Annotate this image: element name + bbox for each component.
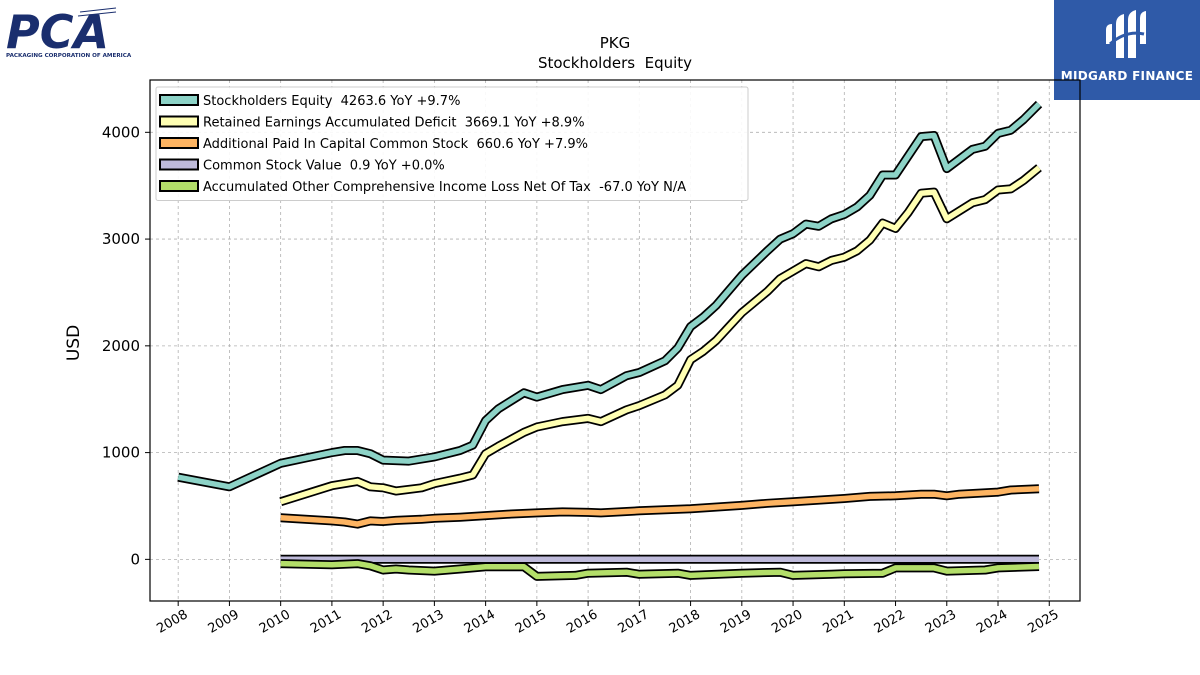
legend-swatch	[159, 115, 199, 128]
legend-swatch	[159, 158, 199, 171]
series-line-stroke	[280, 560, 1040, 580]
x-tick-label: 2021	[820, 607, 856, 637]
midgard-finance-logo: MIDGARD FINANCE	[1054, 0, 1200, 100]
y-tick-label: 2000	[102, 337, 140, 355]
pca-logo-tagline: PACKAGING CORPORATION OF AMERICA	[6, 53, 132, 59]
x-tick-label: 2024	[974, 607, 1010, 637]
plot-frame	[149, 79, 1081, 602]
legend-box	[155, 86, 749, 201]
pca-logo-text: PCA	[6, 6, 109, 52]
y-axis-label: USD	[64, 325, 84, 361]
legend-label: Accumulated Other Comprehensive Income L…	[203, 180, 686, 195]
x-tick-label: 2023	[923, 607, 959, 637]
legend-label: Common Stock Value 0.9 YoY +0.0%	[203, 159, 445, 174]
series-line-stroke	[177, 102, 1041, 490]
x-tick-label: 2018	[667, 607, 703, 637]
legend-label: Stockholders Equity 4263.6 YoY +9.7%	[203, 94, 460, 109]
y-tick-label: 4000	[102, 123, 140, 141]
x-tick-label: 2011	[308, 607, 344, 637]
series-line-5	[280, 559, 1040, 581]
legend-swatch	[159, 94, 199, 106]
y-tick-label: 3000	[102, 230, 140, 248]
x-tick-label: 2009	[206, 607, 242, 637]
x-tick-label: 2022	[872, 607, 908, 637]
series-line-outline	[279, 164, 1042, 506]
midgard-logo-text: MIDGARD FINANCE	[1060, 69, 1194, 83]
x-tick-label: 2019	[718, 607, 754, 637]
x-tick-label: 2008	[154, 607, 190, 637]
x-tick-label: 2016	[564, 607, 600, 637]
x-tick-label: 2013	[411, 607, 447, 637]
x-tick-label: 2010	[257, 607, 293, 637]
legend-label: Additional Paid In Capital Common Stock …	[203, 137, 588, 152]
y-tick-label: 1000	[102, 444, 140, 462]
legend-swatch	[159, 180, 199, 192]
pca-logo-mark: PCA	[6, 5, 117, 59]
midgard-logo-icon	[1106, 10, 1146, 58]
series-line-1	[177, 100, 1043, 492]
series-line-3	[280, 484, 1040, 529]
chart-title: PKG	[600, 34, 631, 52]
chart-subtitle: Stockholders Equity	[538, 54, 692, 72]
x-tick-label: 2025	[1025, 607, 1061, 637]
x-tick-label: 2014	[462, 607, 498, 637]
series-line-2	[279, 164, 1042, 506]
series-line-stroke	[279, 165, 1041, 505]
pca-logo: PCA PACKAGING CORPORATION OF AMERICA	[6, 5, 131, 64]
legend-swatch	[159, 137, 199, 149]
x-tick-label: 2017	[616, 607, 652, 637]
legend-label: Retained Earnings Accumulated Deficit 36…	[203, 116, 585, 131]
y-tick-label: 0	[130, 550, 140, 568]
x-tick-label: 2015	[513, 607, 549, 637]
legend: Stockholders Equity 4263.6 YoY +9.7% Reta…	[155, 86, 749, 201]
series-lines	[177, 100, 1043, 581]
x-tick-label: 2012	[359, 607, 395, 637]
x-tick-label: 2020	[769, 607, 805, 637]
series-line-stroke	[280, 486, 1040, 527]
